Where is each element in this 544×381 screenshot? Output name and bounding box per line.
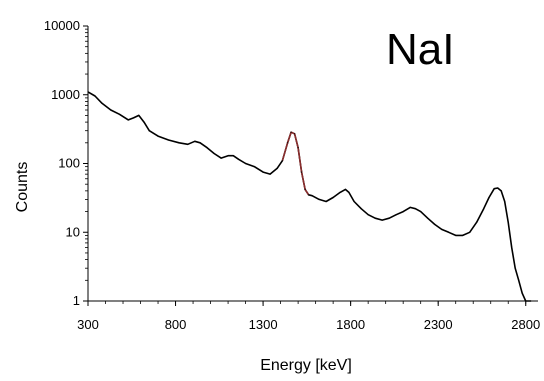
data-point [94,95,96,97]
x-tick-label: 800 [165,317,187,332]
data-point [127,119,129,121]
data-point [427,217,429,219]
y-tick-label: 1000 [51,87,80,102]
data-point [178,142,180,144]
ticks: 1 10 100 1000 10000 300 800 1300 1800 2300 2800 [44,18,540,332]
data-point [332,196,334,199]
data-point [521,292,523,294]
data-point [388,217,390,219]
data-point [143,121,145,123]
data-point [290,131,292,133]
data-point [518,279,520,281]
data-point [194,140,196,142]
data-point [497,187,499,189]
data-point [269,173,271,175]
data-point [374,217,376,219]
data-point [500,190,502,192]
data-point [530,300,532,302]
data-point [525,300,527,302]
x-tick-label: 300 [77,317,99,332]
data-point [87,91,89,93]
data-point [281,160,283,162]
data-point [344,188,346,190]
data-point [488,196,490,199]
data-point [504,200,506,203]
y-tick-label: 10 [66,224,80,239]
axes [87,26,538,302]
data-point [434,223,436,225]
data-point [455,234,457,236]
data-point [304,188,306,190]
data-point [381,219,383,221]
data-point [253,166,255,168]
data-point [167,139,170,141]
data-point [367,214,369,216]
data-point [227,155,229,157]
data-point [206,147,208,149]
data-point [469,231,471,233]
x-tick-label: 1300 [249,317,278,332]
data-point [414,208,416,210]
data-point [325,200,327,203]
data-point [339,191,341,193]
data-point [348,191,350,193]
data-point [462,234,464,236]
data-point [118,113,121,115]
data-point [514,267,516,269]
data-point [287,142,289,144]
data-point [297,147,299,149]
data-point [420,211,422,213]
data-point [138,114,140,116]
data-point [511,246,513,249]
data-point [187,143,189,145]
data-point [308,194,310,196]
data-point [245,162,247,165]
data-point [448,231,450,233]
spectrum-line [87,91,531,302]
chart-title: NaI [386,25,454,74]
y-tick-label: 100 [58,156,80,171]
y-tick-label: 10000 [44,18,80,33]
data-point [395,214,397,216]
data-point [220,157,222,159]
data-point [353,200,355,203]
x-axis-title: Energy [keV] [260,357,352,374]
data-point [276,167,278,169]
data-point [311,195,313,197]
data-point [101,102,103,104]
data-point [402,211,404,213]
data-point [132,117,135,119]
data-point [110,109,112,111]
data-point [238,158,240,160]
x-tick-label: 2300 [424,317,453,332]
data-point [507,221,509,223]
data-point [301,171,303,173]
y-tick-label: 1 [73,293,80,308]
data-point [493,188,495,190]
data-point [318,198,320,200]
data-point [476,221,478,223]
data-point [199,142,201,144]
y-axis-title: Counts [14,162,31,213]
data-point [409,206,411,208]
x-tick-label: 1800 [336,317,365,332]
data-point [262,171,264,173]
data-point [441,228,443,230]
data-point [157,135,159,137]
x-tick-label: 2800 [511,317,540,332]
data-point [148,130,150,132]
data-point [232,155,234,157]
peak-highlight-line [281,131,310,196]
data-point [213,152,215,155]
data-point [360,208,362,210]
plot-area [87,91,532,302]
data-point [294,133,296,135]
data-point [483,208,485,210]
